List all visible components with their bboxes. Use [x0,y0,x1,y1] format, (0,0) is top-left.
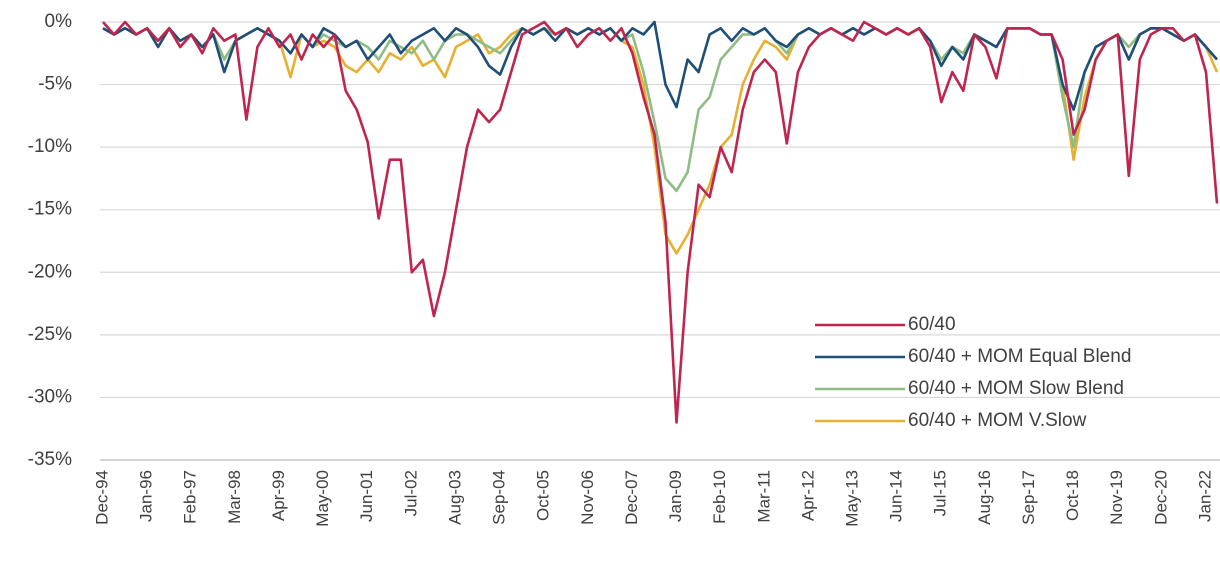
y-tick-label: -35% [28,449,72,470]
x-tick-label: Jun-14 [887,470,906,522]
y-tick-label: -30% [28,386,72,407]
y-tick-label: -25% [28,324,72,345]
y-tick-label: -20% [28,261,72,282]
x-tick-label: Jan-22 [1195,470,1214,522]
x-tick-label: Jul-15 [931,470,950,516]
x-tick-label: Mar-11 [754,470,773,523]
legend-label: 60/40 + MOM V.Slow [908,410,1087,431]
x-tick-label: Feb-97 [181,470,200,524]
x-tick-label: Aug-03 [445,470,464,525]
x-tick-label: Apr-12 [798,470,817,521]
x-tick-label: Dec-07 [622,470,641,525]
legend-label: 60/40 [908,314,956,335]
x-tick-label: Dec-94 [92,470,111,525]
y-tick-label: -5% [38,74,72,95]
x-tick-label: May-13 [843,470,862,527]
x-tick-label: May-00 [313,470,332,527]
x-tick-label: Apr-99 [269,470,288,521]
y-tick-label: -10% [28,136,72,157]
x-tick-label: Sep-04 [490,470,509,525]
y-tick-label: 0% [45,11,73,32]
x-tick-label: Aug-16 [975,470,994,525]
y-tick-label: -15% [28,199,72,220]
series-line [102,20,1219,424]
series-line [102,27,1219,255]
x-tick-label: Jun-01 [357,470,376,522]
x-tick-label: Dec-20 [1151,470,1170,525]
x-tick-label: Mar-98 [225,470,244,524]
x-tick-label: Jul-02 [401,470,420,516]
x-tick-label: Feb-10 [710,470,729,524]
x-tick-label: Oct-18 [1063,470,1082,521]
x-tick-label: Sep-17 [1019,470,1038,525]
x-tick-label: Nov-06 [578,470,597,525]
x-tick-label: Jan-09 [666,470,685,522]
x-tick-label: Nov-19 [1107,470,1126,525]
x-tick-label: Oct-05 [534,470,553,521]
legend-label: 60/40 + MOM Equal Blend [908,346,1131,367]
legend-label: 60/40 + MOM Slow Blend [908,378,1124,399]
x-tick-label: Jan-96 [137,470,156,522]
